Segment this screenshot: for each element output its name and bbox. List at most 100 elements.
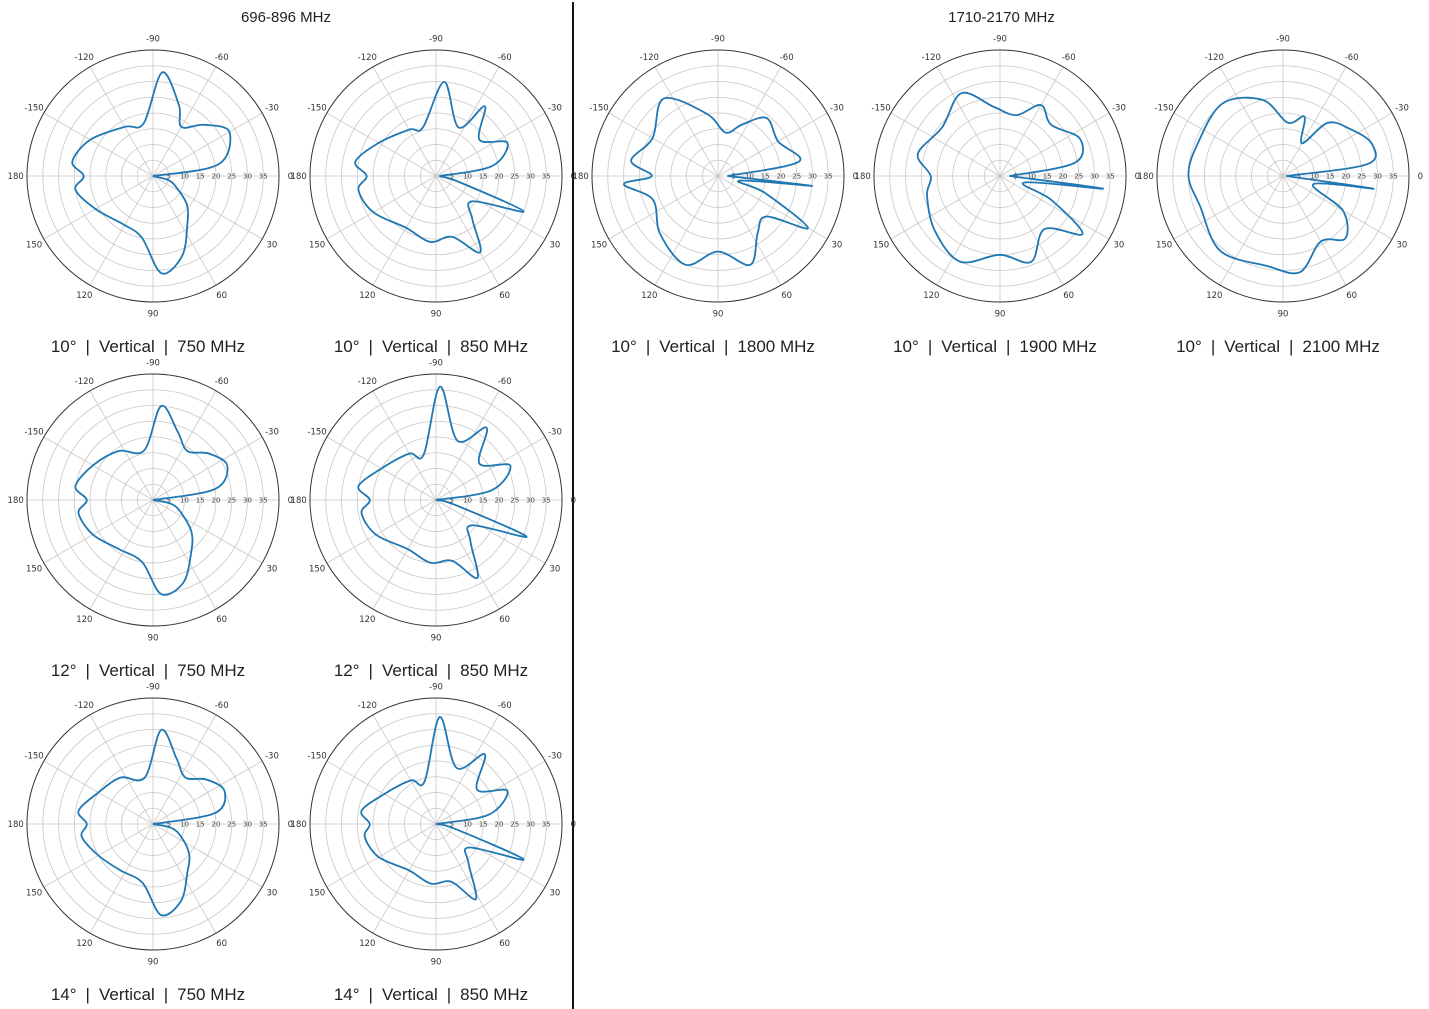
radial-tick-label: 30 bbox=[526, 821, 535, 829]
caption-separator: | bbox=[163, 337, 169, 356]
grid-spoke bbox=[999, 112, 1110, 177]
grid-spoke bbox=[654, 66, 719, 177]
angle-tick-label: -120 bbox=[640, 53, 659, 63]
angle-tick-label: 150 bbox=[309, 241, 325, 251]
caption-frequency: 2100 MHz bbox=[1302, 337, 1380, 356]
angle-tick-label: -90 bbox=[429, 359, 443, 369]
radial-tick-label: 25 bbox=[510, 821, 519, 829]
chart-caption: 12° | Vertical | 850 MHz bbox=[296, 661, 566, 681]
grid-spoke bbox=[43, 175, 154, 240]
angle-tick-label: -120 bbox=[358, 53, 377, 63]
polar-chart-svg: 0306090120150180-150-120-90-60-303530252… bbox=[855, 35, 1141, 320]
pattern-trace bbox=[360, 716, 525, 901]
polar-chart: 0 30 60 90 120 150 180 -150 -120 -90 -60 -30 35 30 25 2… bbox=[8, 683, 294, 1004]
caption-frequency: 850 MHz bbox=[460, 661, 529, 680]
caption-separator: | bbox=[645, 337, 651, 356]
angle-tick-label: 180 bbox=[8, 820, 24, 830]
polar-chart-svg: 0306090120150180-150-120-90-60-303530252… bbox=[8, 35, 294, 320]
grid-spoke bbox=[1282, 66, 1347, 177]
angle-tick-label: -90 bbox=[146, 359, 160, 369]
angle-tick-label: 60 bbox=[216, 939, 227, 949]
grid-spoke bbox=[372, 714, 437, 825]
radial-tick-label: 10 bbox=[463, 497, 472, 505]
polar-chart: 0 30 60 90 120 150 180 -150 -120 -90 -60 -30 35 30 25 2… bbox=[573, 35, 859, 356]
angle-tick-label: 180 bbox=[291, 172, 307, 182]
caption-frequency: 850 MHz bbox=[460, 337, 529, 356]
pattern-trace bbox=[916, 91, 1105, 264]
angle-tick-label: 90 bbox=[431, 957, 442, 967]
angle-tick-label: -120 bbox=[75, 53, 94, 63]
caption-separator: | bbox=[446, 985, 452, 1004]
angle-tick-label: 90 bbox=[148, 633, 159, 643]
grid-spoke bbox=[717, 112, 828, 177]
caption-separator: | bbox=[446, 337, 452, 356]
radial-tick-label: 15 bbox=[761, 173, 770, 181]
grid-spoke bbox=[654, 175, 719, 286]
grid-spoke bbox=[435, 499, 500, 610]
angle-tick-label: 180 bbox=[8, 172, 24, 182]
polar-chart-svg: 0306090120150180-150-120-90-60-303530252… bbox=[8, 359, 294, 644]
grid-spoke bbox=[936, 66, 1001, 177]
radial-tick-label: 30 bbox=[1373, 173, 1382, 181]
angle-tick-label: 150 bbox=[1156, 241, 1172, 251]
angle-tick-label: 30 bbox=[267, 241, 278, 251]
pattern-trace bbox=[1187, 96, 1377, 275]
grid-spoke bbox=[43, 112, 154, 177]
angle-tick-label: 90 bbox=[148, 309, 159, 319]
polar-chart-svg: 0306090120150180-150-120-90-60-303530252… bbox=[291, 359, 577, 644]
polar-chart: 0 30 60 90 120 150 180 -150 -120 -90 -60 -30 35 30 25 2… bbox=[1138, 35, 1424, 356]
grid-spoke bbox=[435, 823, 546, 888]
radial-tick-label: 20 bbox=[1059, 173, 1068, 181]
caption-separator: | bbox=[163, 661, 169, 680]
angle-tick-label: 30 bbox=[267, 889, 278, 899]
radial-tick-label: 30 bbox=[526, 173, 535, 181]
polar-chart: 0 30 60 90 120 150 180 -150 -120 -90 -60 -30 35 30 25 2… bbox=[8, 35, 294, 356]
radial-tick-label: 10 bbox=[1310, 173, 1319, 181]
grid-spoke bbox=[435, 66, 500, 177]
angle-tick-label: 90 bbox=[431, 633, 442, 643]
radial-tick-label: 30 bbox=[808, 173, 817, 181]
caption-separator: | bbox=[85, 661, 90, 680]
radial-tick-label: 5 bbox=[450, 821, 454, 829]
angle-tick-label: -150 bbox=[24, 427, 43, 437]
radial-tick-label: 30 bbox=[1090, 173, 1099, 181]
grid-spoke bbox=[152, 823, 217, 934]
radial-tick-label: 35 bbox=[542, 173, 551, 181]
radial-tick-label: 25 bbox=[510, 497, 519, 505]
grid-spoke bbox=[435, 175, 500, 286]
angle-tick-label: 0 bbox=[288, 172, 293, 182]
angle-tick-label: 90 bbox=[995, 309, 1006, 319]
radial-tick-label: 35 bbox=[542, 821, 551, 829]
grid-spoke bbox=[890, 175, 1001, 240]
caption-frequency: 1800 MHz bbox=[737, 337, 815, 356]
caption-separator: | bbox=[368, 661, 373, 680]
radial-tick-label: 20 bbox=[495, 821, 504, 829]
grid-spoke bbox=[608, 175, 719, 240]
grid-spoke bbox=[999, 175, 1064, 286]
pattern-trace bbox=[354, 80, 525, 254]
angle-tick-label: -120 bbox=[75, 377, 94, 387]
angle-tick-label: -60 bbox=[215, 53, 229, 63]
angle-tick-label: -30 bbox=[548, 751, 562, 761]
radial-tick-label: 10 bbox=[745, 173, 754, 181]
radial-tick-label: 10 bbox=[463, 821, 472, 829]
caption-tilt: 10° bbox=[893, 337, 919, 356]
angle-tick-label: 120 bbox=[76, 291, 92, 301]
angle-tick-label: -30 bbox=[265, 103, 279, 113]
radial-tick-label: 15 bbox=[479, 821, 488, 829]
caption-tilt: 14° bbox=[50, 985, 77, 1004]
angle-tick-label: 120 bbox=[923, 291, 939, 301]
radial-tick-label: 5 bbox=[167, 173, 171, 181]
grid-spoke bbox=[152, 175, 263, 240]
grid-spoke bbox=[43, 499, 154, 564]
angle-tick-label: -90 bbox=[146, 35, 160, 45]
angle-tick-label: 30 bbox=[550, 241, 561, 251]
angle-tick-label: 150 bbox=[26, 241, 42, 251]
caption-separator: | bbox=[163, 985, 169, 1004]
chart-caption: 10° | Vertical | 1900 MHz bbox=[860, 337, 1130, 357]
radial-tick-label: 15 bbox=[1043, 173, 1052, 181]
grid-spoke bbox=[152, 760, 263, 825]
grid-spoke bbox=[999, 66, 1064, 177]
polar-chart-svg: 0306090120150180-150-120-90-60-303530252… bbox=[573, 35, 859, 320]
caption-frequency: 1900 MHz bbox=[1019, 337, 1097, 356]
